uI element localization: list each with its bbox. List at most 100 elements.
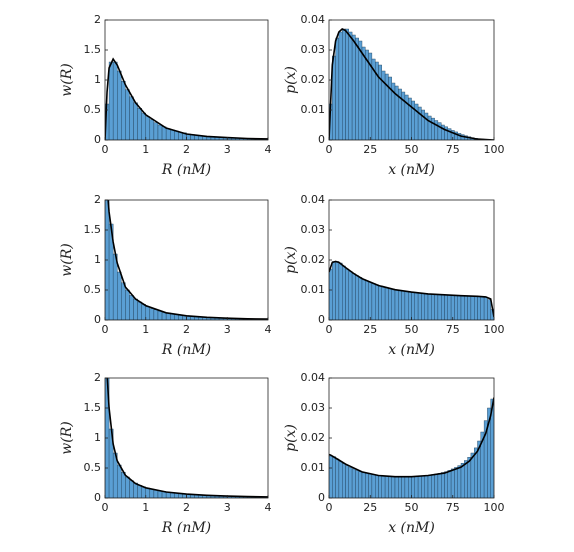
y-tick-label: 0.02 (301, 431, 326, 444)
bar (338, 461, 343, 498)
x-tick-label: 0 (326, 323, 333, 336)
bar (141, 304, 146, 320)
x-tick-label: 2 (183, 501, 190, 514)
bar (365, 280, 369, 320)
bar (431, 117, 435, 140)
bar (464, 295, 468, 320)
bar (117, 464, 122, 498)
bar (444, 294, 448, 320)
bar (371, 474, 376, 498)
bar (133, 482, 138, 498)
bar (358, 471, 363, 498)
plot-area (105, 378, 268, 498)
bar (421, 293, 425, 320)
x-tick-label: 4 (265, 501, 272, 514)
bar (391, 288, 396, 320)
bar (460, 463, 465, 498)
bar (174, 130, 179, 140)
bar (145, 116, 151, 140)
x-tick-label: 100 (484, 323, 505, 336)
bar (117, 271, 122, 320)
bar (342, 463, 346, 498)
plot-area (105, 200, 268, 320)
y-axis-label: w(R) (59, 421, 75, 454)
bar (141, 486, 146, 498)
bar (404, 476, 409, 498)
bar (121, 472, 126, 498)
bar (112, 253, 118, 320)
y-tick-label: 0 (94, 313, 101, 326)
x-tick-label: 0 (102, 323, 109, 336)
y-tick-label: 1.5 (84, 43, 102, 56)
x-tick-label: 1 (142, 143, 149, 156)
bar (371, 283, 376, 320)
bar (332, 261, 336, 320)
y-tick-label: 0.5 (84, 283, 102, 296)
y-tick-label: 0.02 (301, 73, 326, 86)
bar (441, 294, 445, 320)
bar (421, 475, 425, 498)
bar (457, 295, 462, 320)
bar (388, 288, 392, 320)
y-tick-label: 0.01 (301, 461, 326, 474)
bar (129, 480, 134, 498)
plot-area (329, 260, 494, 320)
bar (355, 275, 359, 320)
y-tick-label: 1.5 (84, 401, 102, 414)
bar (375, 475, 379, 498)
bar (329, 268, 333, 320)
y-tick-label: 0.03 (301, 223, 326, 236)
bar (457, 465, 462, 498)
plot-area (105, 57, 268, 140)
bar (368, 282, 373, 320)
bar (365, 49, 369, 140)
bar (454, 467, 458, 498)
x-tick-label: 1 (142, 501, 149, 514)
density-curve (329, 260, 494, 318)
y-tick-label: 0 (94, 133, 101, 146)
density-curve (329, 28, 494, 140)
bar (125, 476, 130, 498)
bar (424, 293, 429, 320)
bar (378, 285, 382, 320)
x-tick-label: 75 (446, 143, 460, 156)
bar (411, 476, 415, 498)
bar (345, 465, 349, 498)
bar (338, 262, 343, 320)
bar (401, 476, 406, 498)
bar (408, 476, 412, 498)
bar (464, 460, 468, 498)
bar (342, 265, 346, 320)
bar (490, 398, 494, 498)
bar (424, 112, 429, 140)
bar (169, 129, 175, 140)
y-tick-label: 0.5 (84, 461, 102, 474)
y-tick-label: 1 (94, 253, 101, 266)
bar (474, 296, 478, 320)
bar (384, 287, 389, 320)
bar (157, 490, 163, 498)
y-tick-label: 2 (94, 13, 101, 26)
bar (391, 476, 396, 498)
y-tick-label: 0.01 (301, 283, 326, 296)
bar (414, 476, 419, 498)
bar (332, 456, 336, 498)
bar (450, 295, 455, 320)
bar (125, 89, 130, 140)
y-tick-label: 0.03 (301, 401, 326, 414)
x-tick-label: 100 (484, 501, 505, 514)
bar (470, 296, 475, 320)
bar (378, 475, 382, 498)
bar (437, 294, 442, 320)
bar (384, 475, 389, 498)
bar (345, 28, 349, 140)
x-tick-label: 0 (326, 501, 333, 514)
bar (335, 458, 340, 498)
bar (414, 292, 419, 320)
y-tick-label: 0.03 (301, 43, 326, 56)
y-tick-label: 2 (94, 193, 101, 206)
plot-area (329, 397, 494, 498)
x-tick-label: 25 (363, 323, 377, 336)
bar (121, 282, 126, 320)
y-tick-label: 1 (94, 431, 101, 444)
